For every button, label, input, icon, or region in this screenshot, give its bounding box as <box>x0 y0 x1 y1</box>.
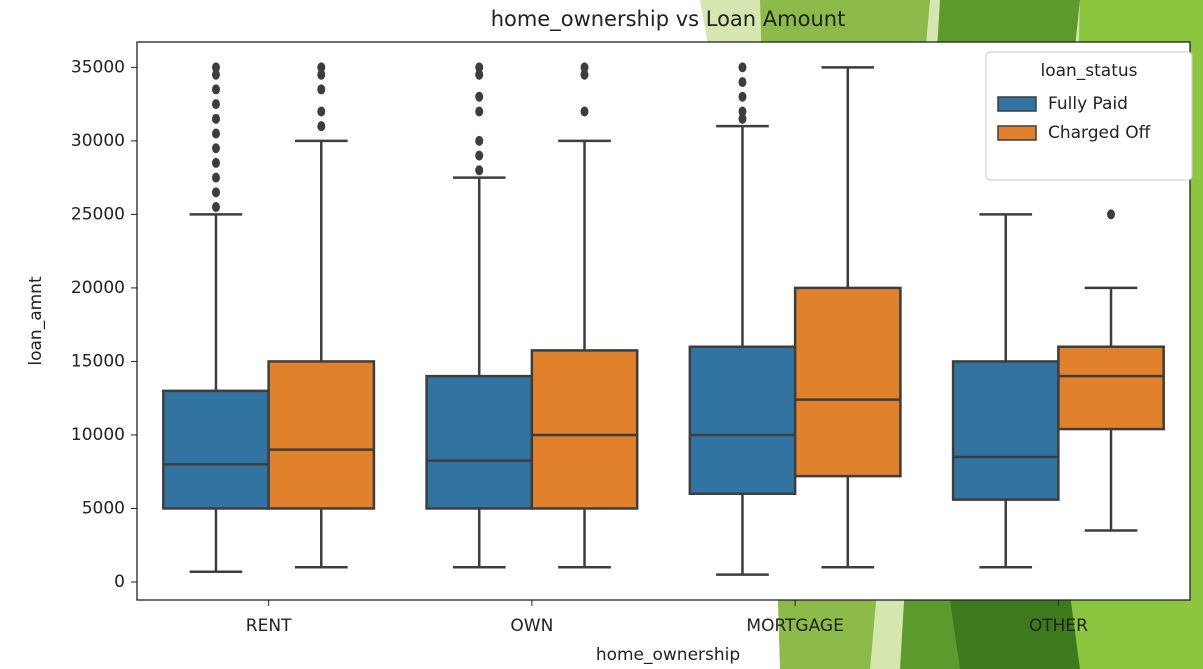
y-tick-label: 5000 <box>82 498 125 518</box>
outlier <box>738 91 747 102</box>
outlier <box>211 143 220 154</box>
outlier <box>475 69 484 80</box>
outlier <box>211 128 220 139</box>
box <box>688 345 797 496</box>
y-tick-label: 35000 <box>71 57 125 77</box>
box <box>530 349 639 510</box>
outlier <box>475 91 484 102</box>
box <box>793 286 902 478</box>
y-tick-label: 0 <box>114 572 125 592</box>
outlier <box>738 77 747 88</box>
legend-label: Charged Off <box>1048 123 1152 143</box>
y-tick-label: 25000 <box>71 204 125 224</box>
y-tick-label: 15000 <box>71 351 125 371</box>
outlier <box>317 84 326 95</box>
outlier <box>475 150 484 161</box>
outlier <box>475 165 484 176</box>
x-tick-label: OWN <box>510 616 553 636</box>
legend-title: loan_status <box>1040 61 1137 81</box>
box <box>1057 345 1165 431</box>
y-tick-label: 10000 <box>71 425 125 445</box>
outlier <box>211 172 220 183</box>
outlier <box>211 69 220 80</box>
x-tick-label: MORTGAGE <box>746 616 843 636</box>
outlier <box>475 106 484 117</box>
outlier <box>738 113 747 124</box>
box <box>267 360 376 510</box>
y-tick-label: 30000 <box>71 131 125 151</box>
outlier <box>317 106 326 117</box>
outlier <box>211 202 220 213</box>
x-tick-label: OTHER <box>1029 616 1088 636</box>
chart-title: home_ownership vs Loan Amount <box>491 7 846 32</box>
x-axis-label: home_ownership <box>596 645 740 665</box>
outlier <box>317 69 326 80</box>
outlier <box>580 69 589 80</box>
outlier <box>1107 209 1116 220</box>
box <box>162 389 270 510</box>
y-tick-label: 20000 <box>71 278 125 298</box>
x-tick-label: RENT <box>246 616 292 636</box>
box <box>951 360 1060 501</box>
outlier <box>211 187 220 198</box>
outlier <box>738 62 747 73</box>
legend-box <box>985 51 1193 181</box>
outlier <box>475 62 484 73</box>
outlier <box>211 157 220 168</box>
outlier <box>211 62 220 73</box>
outlier <box>580 106 589 117</box>
outlier <box>317 62 326 73</box>
outlier <box>475 135 484 146</box>
legend-swatch <box>997 125 1037 141</box>
outlier <box>211 84 220 95</box>
outlier <box>211 99 220 110</box>
outlier <box>317 121 326 132</box>
outlier <box>738 106 747 117</box>
outlier <box>580 62 589 73</box>
outlier <box>211 113 220 124</box>
legend-label: Fully Paid <box>1048 94 1128 114</box>
box <box>425 374 534 510</box>
y-axis-label: loan_amnt <box>26 276 46 366</box>
legend-swatch <box>997 96 1037 112</box>
